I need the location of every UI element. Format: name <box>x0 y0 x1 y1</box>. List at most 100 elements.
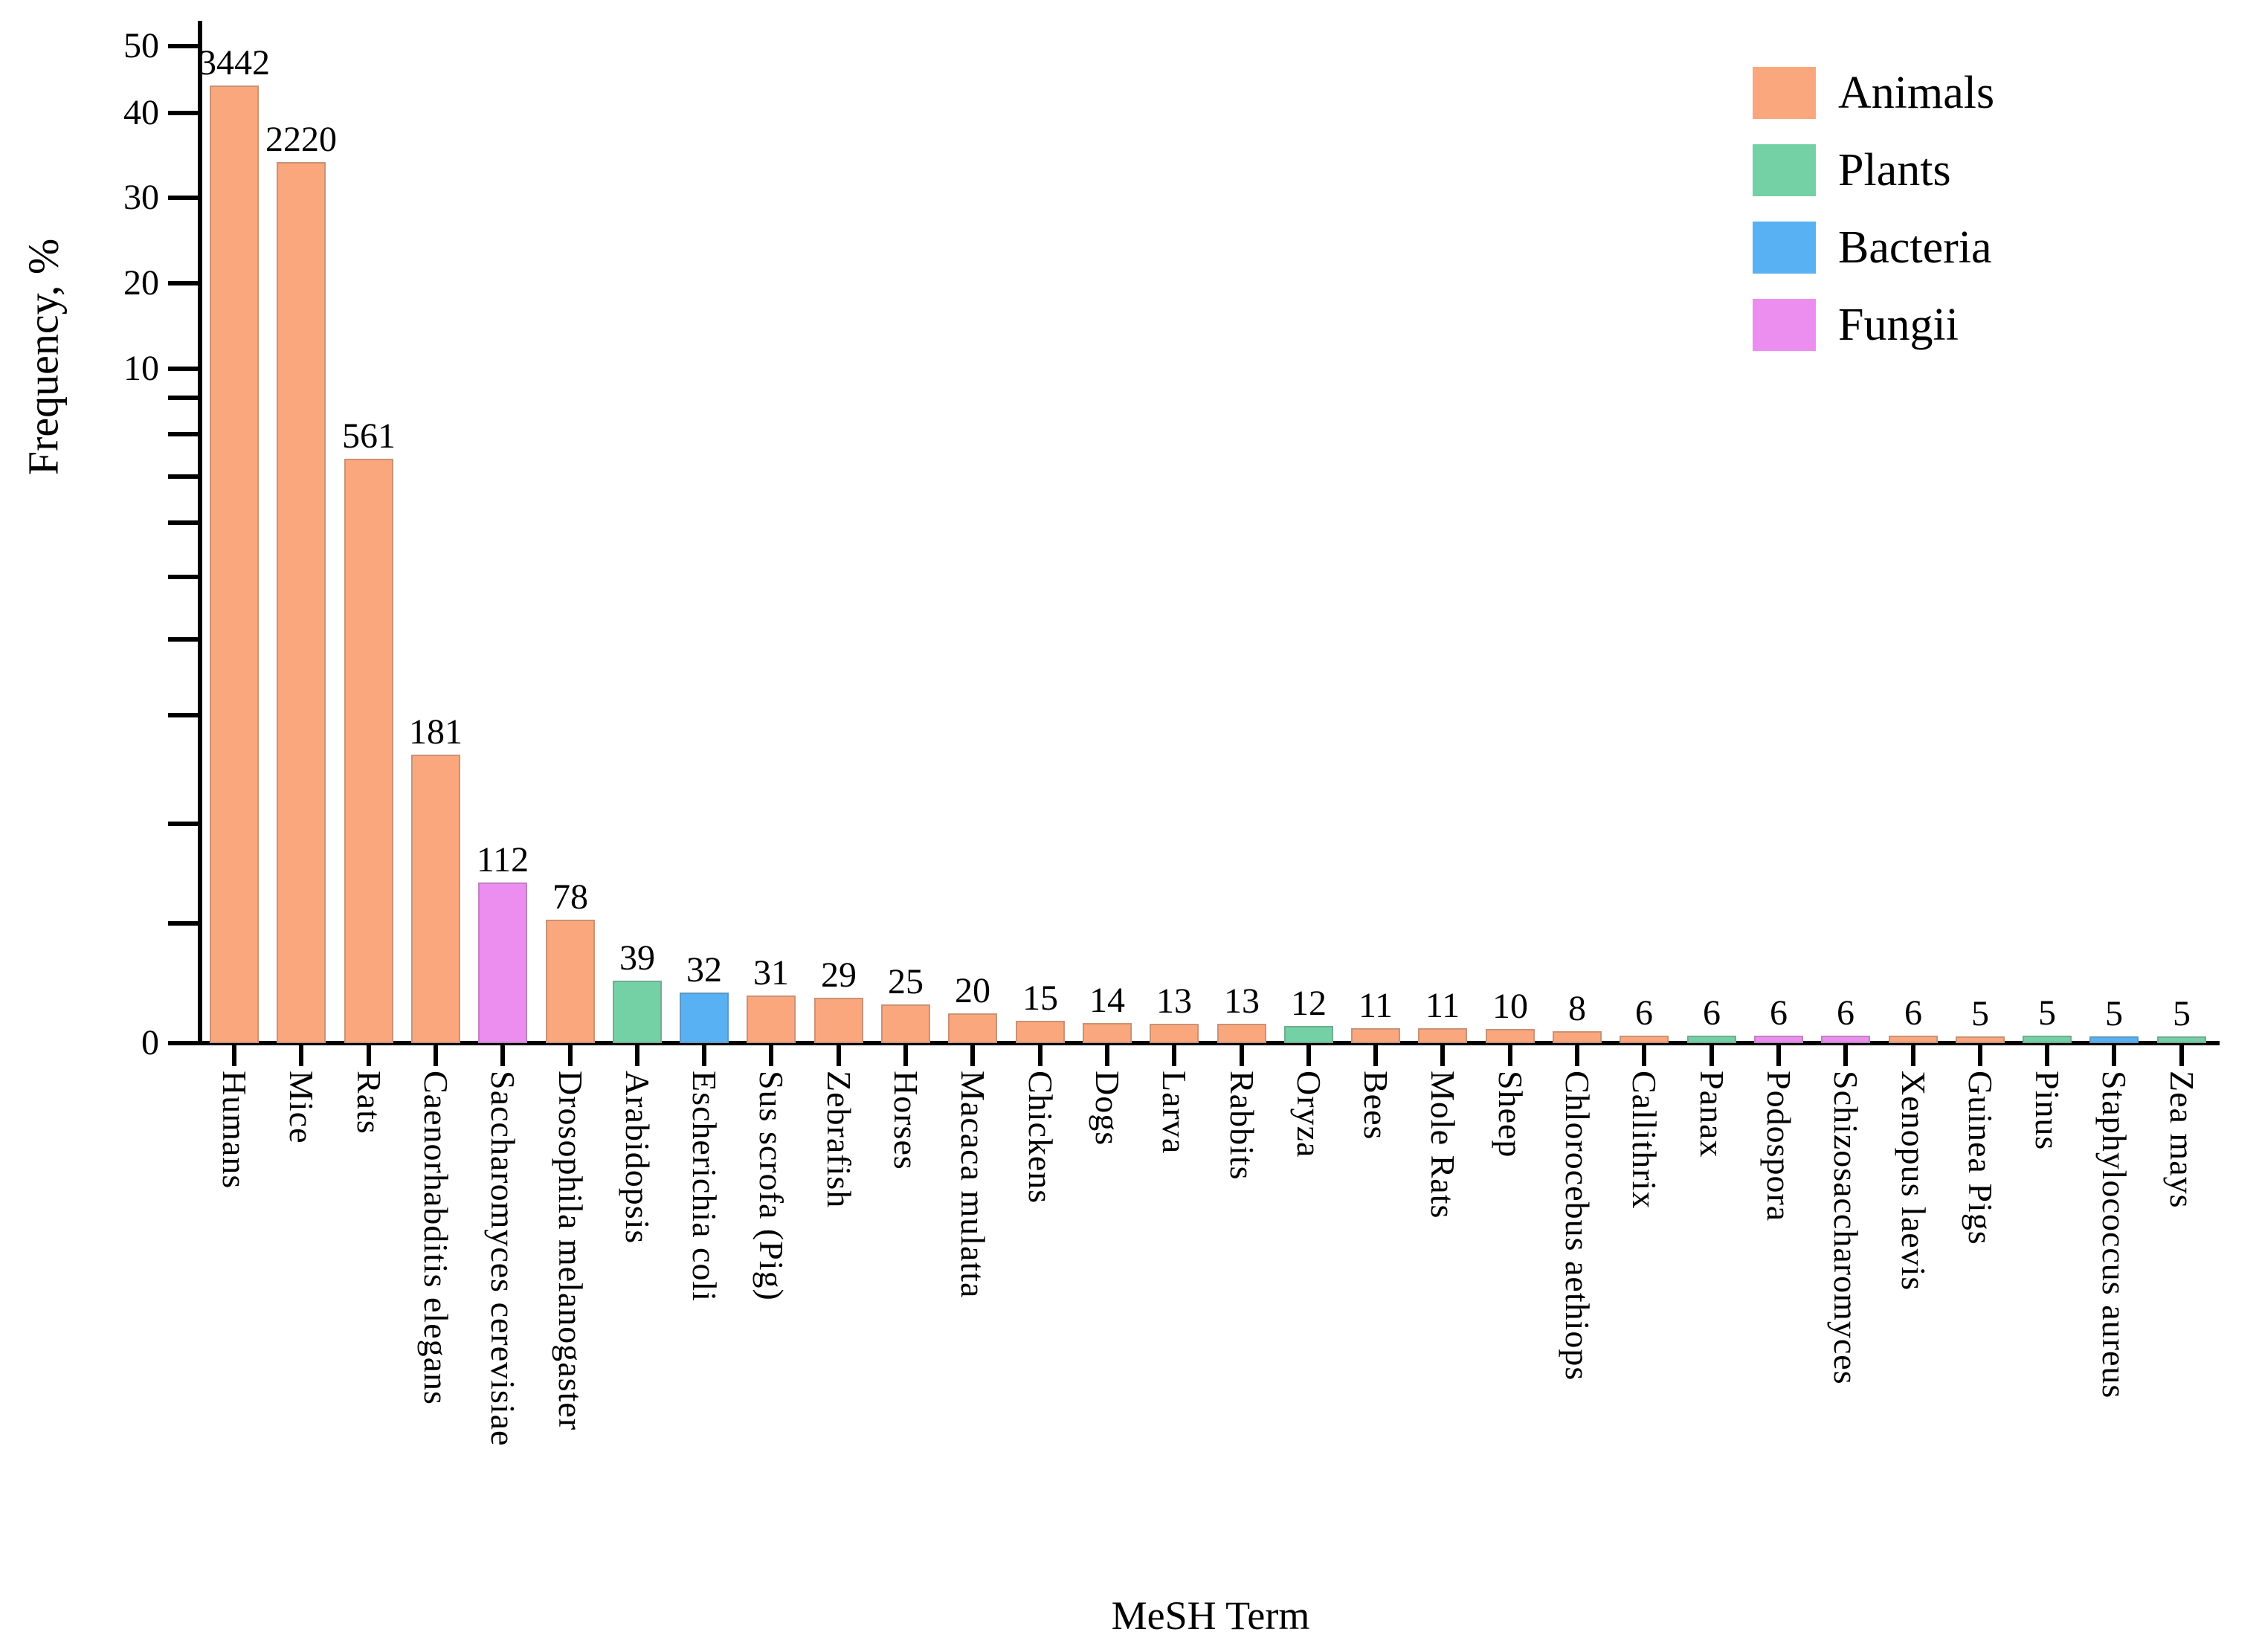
bar-rats <box>344 459 393 1043</box>
y-axis-minor-tick <box>168 713 198 717</box>
bar-value-label: 12 <box>1291 984 1327 1023</box>
y-axis-line <box>198 21 202 1045</box>
x-axis-tick <box>500 1045 505 1066</box>
y-axis-major-tick <box>168 1041 198 1045</box>
x-axis-title: MeSH Term <box>1111 1593 1310 1638</box>
y-axis-major-tick <box>168 281 198 285</box>
bar-sheep <box>1486 1029 1535 1043</box>
x-axis-tick-label: Chlorocebus aethiops <box>1559 1071 1596 1381</box>
bar-value-label: 20 <box>955 971 990 1010</box>
bar-value-label: 25 <box>888 962 924 1001</box>
bar-pinus <box>2023 1036 2072 1043</box>
x-axis-tick <box>1172 1045 1176 1066</box>
x-axis-tick <box>1038 1045 1043 1066</box>
x-axis-tick-label: Escherichia coli <box>686 1071 724 1303</box>
x-axis-tick-label: Callithrix <box>1625 1071 1663 1210</box>
x-axis-tick <box>568 1045 573 1066</box>
bar-chlorocebus-aethiops <box>1553 1031 1602 1043</box>
x-axis-tick-label: Panax <box>1693 1071 1731 1158</box>
x-axis-tick-label: Pinus <box>2028 1071 2066 1151</box>
x-axis-tick-label: Caenorhabditis elegans <box>417 1071 455 1405</box>
bar-value-label: 78 <box>552 877 588 917</box>
y-axis-major-tick <box>168 196 198 200</box>
x-axis-tick <box>702 1045 706 1066</box>
x-axis-tick <box>1240 1045 1244 1066</box>
x-axis-tick-label: Rabbits <box>1223 1071 1261 1181</box>
bar-value-label: 5 <box>2038 993 2056 1033</box>
bar-mice <box>277 162 326 1043</box>
bar-panax <box>1687 1036 1736 1043</box>
x-axis-tick-label: Zebrafish <box>820 1071 858 1209</box>
x-axis-tick <box>299 1045 303 1066</box>
x-axis-tick <box>1978 1045 1982 1066</box>
bar-value-label: 31 <box>753 953 789 993</box>
bar-escherichia-coli <box>680 993 729 1043</box>
x-axis-tick-label: Humans <box>216 1071 254 1190</box>
bar-sus-scrofa-pig- <box>747 996 796 1043</box>
x-axis-tick <box>1776 1045 1781 1066</box>
bar-value-label: 181 <box>409 712 463 752</box>
y-axis-minor-tick <box>168 921 198 926</box>
bar-value-label: 6 <box>1770 993 1788 1033</box>
bar-mole-rats <box>1418 1028 1467 1043</box>
x-axis-tick-label: Sus scrofa (Pig) <box>753 1071 790 1301</box>
x-axis-tick-label: Schizosaccharomyces <box>1827 1071 1865 1385</box>
bar-value-label: 6 <box>1703 993 1721 1033</box>
bar-value-label: 32 <box>686 950 722 990</box>
legend-swatch-fungii <box>1753 299 1816 351</box>
x-axis-tick-label: Dogs <box>1089 1071 1127 1146</box>
bar-zea-mays <box>2157 1036 2206 1043</box>
x-axis-tick-label: Macaca mulatta <box>954 1071 992 1299</box>
bar-saccharomyces-cerevisiae <box>478 883 527 1043</box>
legend-label-plants: Plants <box>1838 145 1951 196</box>
bar-oryza <box>1284 1026 1333 1043</box>
y-axis-tick-label: 20 <box>123 263 159 303</box>
bar-schizosaccharomyces <box>1821 1036 1870 1043</box>
bar-value-label: 39 <box>619 938 655 978</box>
bar-value-label: 15 <box>1022 978 1058 1018</box>
bar-dogs <box>1083 1023 1132 1043</box>
y-axis-major-tick <box>168 111 198 115</box>
bar-staphylococcus-aureus <box>2089 1036 2139 1043</box>
bar-value-label: 13 <box>1224 981 1260 1021</box>
x-axis-tick-label: Arabidopsis <box>619 1071 657 1245</box>
bar-humans <box>210 85 259 1043</box>
x-axis-tick-label: Zea mays <box>2163 1071 2201 1209</box>
y-axis-tick-label: 40 <box>123 93 159 132</box>
bar-value-label: 112 <box>476 840 529 880</box>
y-axis-minor-tick <box>168 432 198 436</box>
bar-rabbits <box>1217 1024 1266 1043</box>
x-axis-tick <box>2112 1045 2116 1066</box>
legend-swatch-animals <box>1753 67 1816 119</box>
bar-bees <box>1351 1028 1400 1043</box>
x-axis-tick-label: Mole Rats <box>1424 1071 1462 1219</box>
bar-guinea-pigs <box>1956 1036 2005 1043</box>
x-axis-tick <box>903 1045 908 1066</box>
x-axis-tick <box>1843 1045 1848 1066</box>
x-axis-tick-label: Staphylococcus aureus <box>2095 1071 2133 1399</box>
legend-swatch-bacteria <box>1753 222 1816 274</box>
bar-value-label: 13 <box>1156 981 1192 1021</box>
x-axis-tick <box>837 1045 841 1066</box>
bar-value-label: 6 <box>1837 993 1854 1033</box>
bar-value-label: 11 <box>1425 986 1460 1025</box>
x-axis-tick-label: Saccharomyces cerevisiae <box>484 1071 522 1447</box>
y-axis-minor-tick <box>168 637 198 642</box>
y-axis-tick-label: 10 <box>123 349 159 388</box>
bar-xenopus-laevis <box>1889 1036 1938 1043</box>
x-axis-tick-label: Larva <box>1156 1071 1193 1155</box>
y-axis-tick-label: 30 <box>123 178 159 217</box>
x-axis-tick <box>232 1045 236 1066</box>
x-axis-tick-label: Bees <box>1357 1071 1395 1140</box>
x-axis-tick <box>1373 1045 1378 1066</box>
y-axis-minor-tick <box>168 520 198 525</box>
x-axis-tick <box>2045 1045 2049 1066</box>
x-axis-tick-label: Horses <box>887 1071 925 1170</box>
y-axis-tick-label: 0 <box>141 1023 159 1062</box>
bar-value-label: 6 <box>1635 993 1653 1033</box>
bar-value-label: 8 <box>1568 989 1586 1028</box>
x-axis-tick <box>1306 1045 1311 1066</box>
x-axis-tick <box>1642 1045 1646 1066</box>
x-axis-tick-label: Xenopus laevis <box>1895 1071 1933 1291</box>
x-axis-tick-label: Rats <box>350 1071 388 1135</box>
